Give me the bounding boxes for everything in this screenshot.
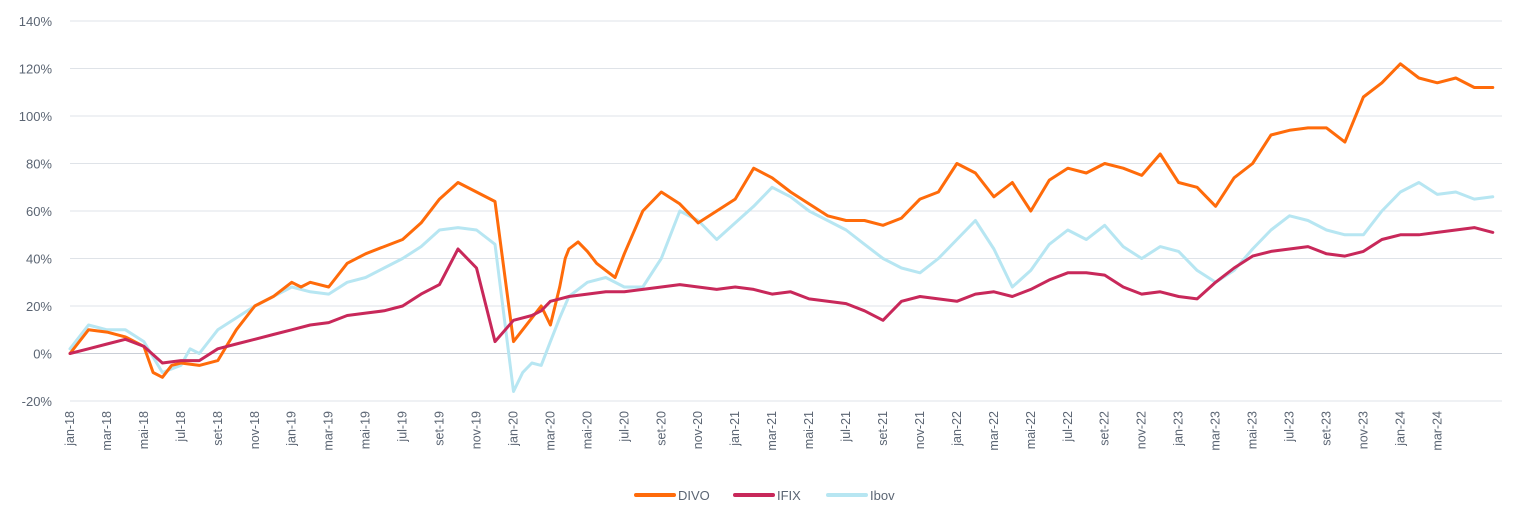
y-tick-label: 100% [19, 109, 53, 124]
x-tick-label: mar-21 [765, 411, 779, 451]
y-tick-label: 120% [19, 62, 53, 77]
x-tick-label: jul-21 [839, 411, 853, 443]
x-tick-label: mai-21 [802, 411, 816, 449]
x-tick-label: jan-21 [728, 411, 742, 447]
y-tick-label: 40% [26, 252, 52, 267]
x-tick-label: jul-22 [1061, 411, 1075, 443]
x-tick-label: jan-20 [506, 411, 520, 447]
y-tick-label: 140% [19, 14, 53, 29]
x-tick-label: nov-19 [470, 411, 484, 449]
x-tick-label: jan-19 [285, 411, 299, 447]
x-tick-label: mar-19 [322, 411, 336, 451]
x-tick-label: jul-23 [1283, 411, 1297, 443]
x-tick-label: mar-23 [1209, 411, 1223, 451]
x-tick-label: jan-18 [63, 411, 77, 447]
gridlines [70, 20, 1502, 402]
x-tick-label: mai-19 [359, 411, 373, 449]
x-tick-label: set-23 [1319, 411, 1333, 446]
x-tick-label: jan-23 [1172, 411, 1186, 447]
legend: DIVO IFIX Ibov [634, 488, 895, 503]
x-tick-label: jul-18 [174, 411, 188, 443]
x-tick-label: mar-22 [987, 411, 1001, 451]
x-tick-label: set-18 [211, 411, 225, 446]
x-axis: jan-18 mar-18 mai-18 jul-18 set-18 nov-18 jan-… [63, 353, 1502, 451]
x-tick-label: mai-18 [137, 411, 151, 449]
x-tick-label: mai-22 [1024, 411, 1038, 449]
x-tick-label: jul-20 [617, 411, 631, 443]
x-tick-label: mar-18 [100, 411, 114, 451]
x-tick-label: mar-24 [1430, 411, 1444, 451]
series-line-divo [68, 62, 1495, 379]
x-tick-label: nov-20 [691, 411, 705, 449]
x-tick-label: set-22 [1098, 411, 1112, 446]
x-tick-label: mai-23 [1246, 411, 1260, 449]
series-line-ifix [68, 226, 1495, 365]
series-lines [68, 62, 1495, 393]
x-tick-label: mai-20 [580, 411, 594, 449]
series-line-ibov [68, 181, 1495, 393]
x-tick-label: set-21 [876, 411, 890, 446]
x-tick-label: jan-22 [950, 411, 964, 447]
y-axis: -20% 0% 20% 40% 60% 80% 100% 120% 140% [19, 14, 53, 409]
x-tick-label: nov-23 [1356, 411, 1370, 449]
x-tick-label: nov-18 [248, 411, 262, 449]
x-tick-label: nov-22 [1135, 411, 1149, 449]
x-tick-label: mar-20 [543, 411, 557, 451]
y-tick-label: 0% [33, 347, 52, 362]
x-tick-label: jan-24 [1393, 411, 1407, 447]
y-tick-label: 20% [26, 299, 52, 314]
x-tick-label: set-20 [654, 411, 668, 446]
legend-label-divo: DIVO [678, 488, 710, 503]
y-tick-label: -20% [22, 394, 53, 409]
y-tick-label: 60% [26, 204, 52, 219]
y-tick-label: 80% [26, 157, 52, 172]
legend-label-ifix: IFIX [777, 488, 801, 503]
x-tick-label: nov-21 [913, 411, 927, 449]
x-tick-label: jul-19 [396, 411, 410, 443]
legend-label-ibov: Ibov [870, 488, 895, 503]
x-tick-label: set-19 [433, 411, 447, 446]
